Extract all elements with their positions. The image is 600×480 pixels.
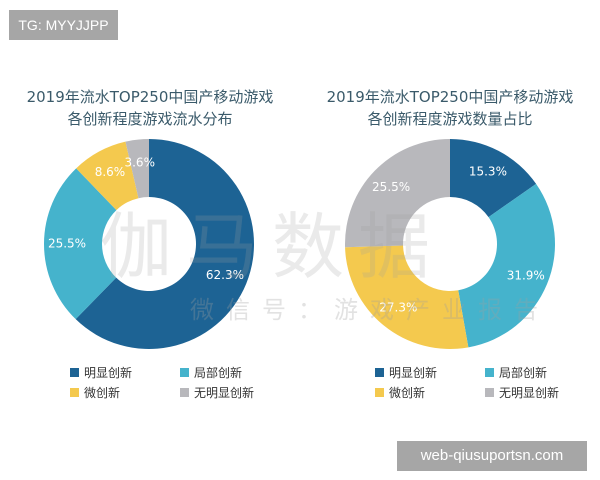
legend-swatch — [180, 368, 189, 377]
title-line-2: 各创新程度游戏数量占比 — [367, 110, 533, 128]
slice-局部创新 — [44, 168, 117, 320]
legend-label: 微创新 — [389, 386, 426, 400]
legend-swatch — [375, 368, 384, 377]
slice-无明显创新 — [345, 139, 450, 248]
legend-item: 无明显创新 — [180, 384, 254, 401]
title-line-1: 2019年流水TOP250中国产移动游戏 — [326, 88, 574, 106]
slice-微创新 — [76, 141, 139, 211]
legend-swatch — [70, 368, 79, 377]
data-label: 3.6% — [124, 156, 155, 170]
watermark-subtitle: 微信号：游戏产业报告 — [190, 296, 550, 324]
legend-label: 局部创新 — [194, 366, 243, 380]
legend-swatch — [375, 388, 384, 397]
legend-swatch — [180, 388, 189, 397]
slice-明显创新 — [75, 139, 255, 349]
title-line-2: 各创新程度游戏流水分布 — [67, 110, 233, 128]
legend-label: 无明显创新 — [499, 386, 560, 400]
data-label: 8.6% — [95, 165, 126, 179]
legend-item: 微创新 — [70, 384, 120, 401]
right-chart-title: 2019年流水TOP250中国产移动游戏 各创新程度游戏数量占比 — [300, 86, 600, 130]
legend-label: 无明显创新 — [194, 386, 255, 400]
legend-label: 局部创新 — [499, 366, 548, 380]
data-label: 15.3% — [469, 164, 507, 178]
data-label: 62.3% — [206, 268, 244, 282]
legend-item: 局部创新 — [485, 364, 547, 381]
data-label: 25.5% — [372, 180, 410, 194]
left-chart-title: 2019年流水TOP250中国产移动游戏 各创新程度游戏流水分布 — [0, 86, 300, 130]
legend-item: 局部创新 — [180, 364, 242, 381]
watermark-tag: TG: MYYJJPP — [9, 10, 118, 40]
slice-明显创新 — [450, 139, 537, 218]
legend-item: 无明显创新 — [485, 384, 559, 401]
watermark-brand: 伽马数据 — [100, 205, 445, 289]
legend-label: 微创新 — [84, 386, 121, 400]
legend-swatch — [70, 388, 79, 397]
donut-charts: 62.3% 25.5% 8.6%3.6% 15.3% 31.9% 27.3% 25.5% — [44, 139, 555, 349]
legend-item: 明显创新 — [70, 364, 132, 381]
watermark-site: web-qiusuportsn.com — [397, 441, 587, 471]
data-label: 31.9% — [507, 268, 545, 282]
legend-label: 明显创新 — [389, 366, 438, 380]
legend-swatch — [485, 368, 494, 377]
title-line-1: 2019年流水TOP250中国产移动游戏 — [26, 88, 274, 106]
data-label: 27.3% — [379, 301, 417, 315]
slice-无明显创新 — [125, 139, 149, 199]
legend-item: 明显创新 — [375, 364, 437, 381]
legend-swatch — [485, 388, 494, 397]
slice-局部创新 — [458, 183, 555, 348]
data-label: 25.5% — [48, 237, 86, 251]
legend-label: 明显创新 — [84, 366, 133, 380]
legend-item: 微创新 — [375, 384, 425, 401]
slice-微创新 — [345, 245, 469, 349]
